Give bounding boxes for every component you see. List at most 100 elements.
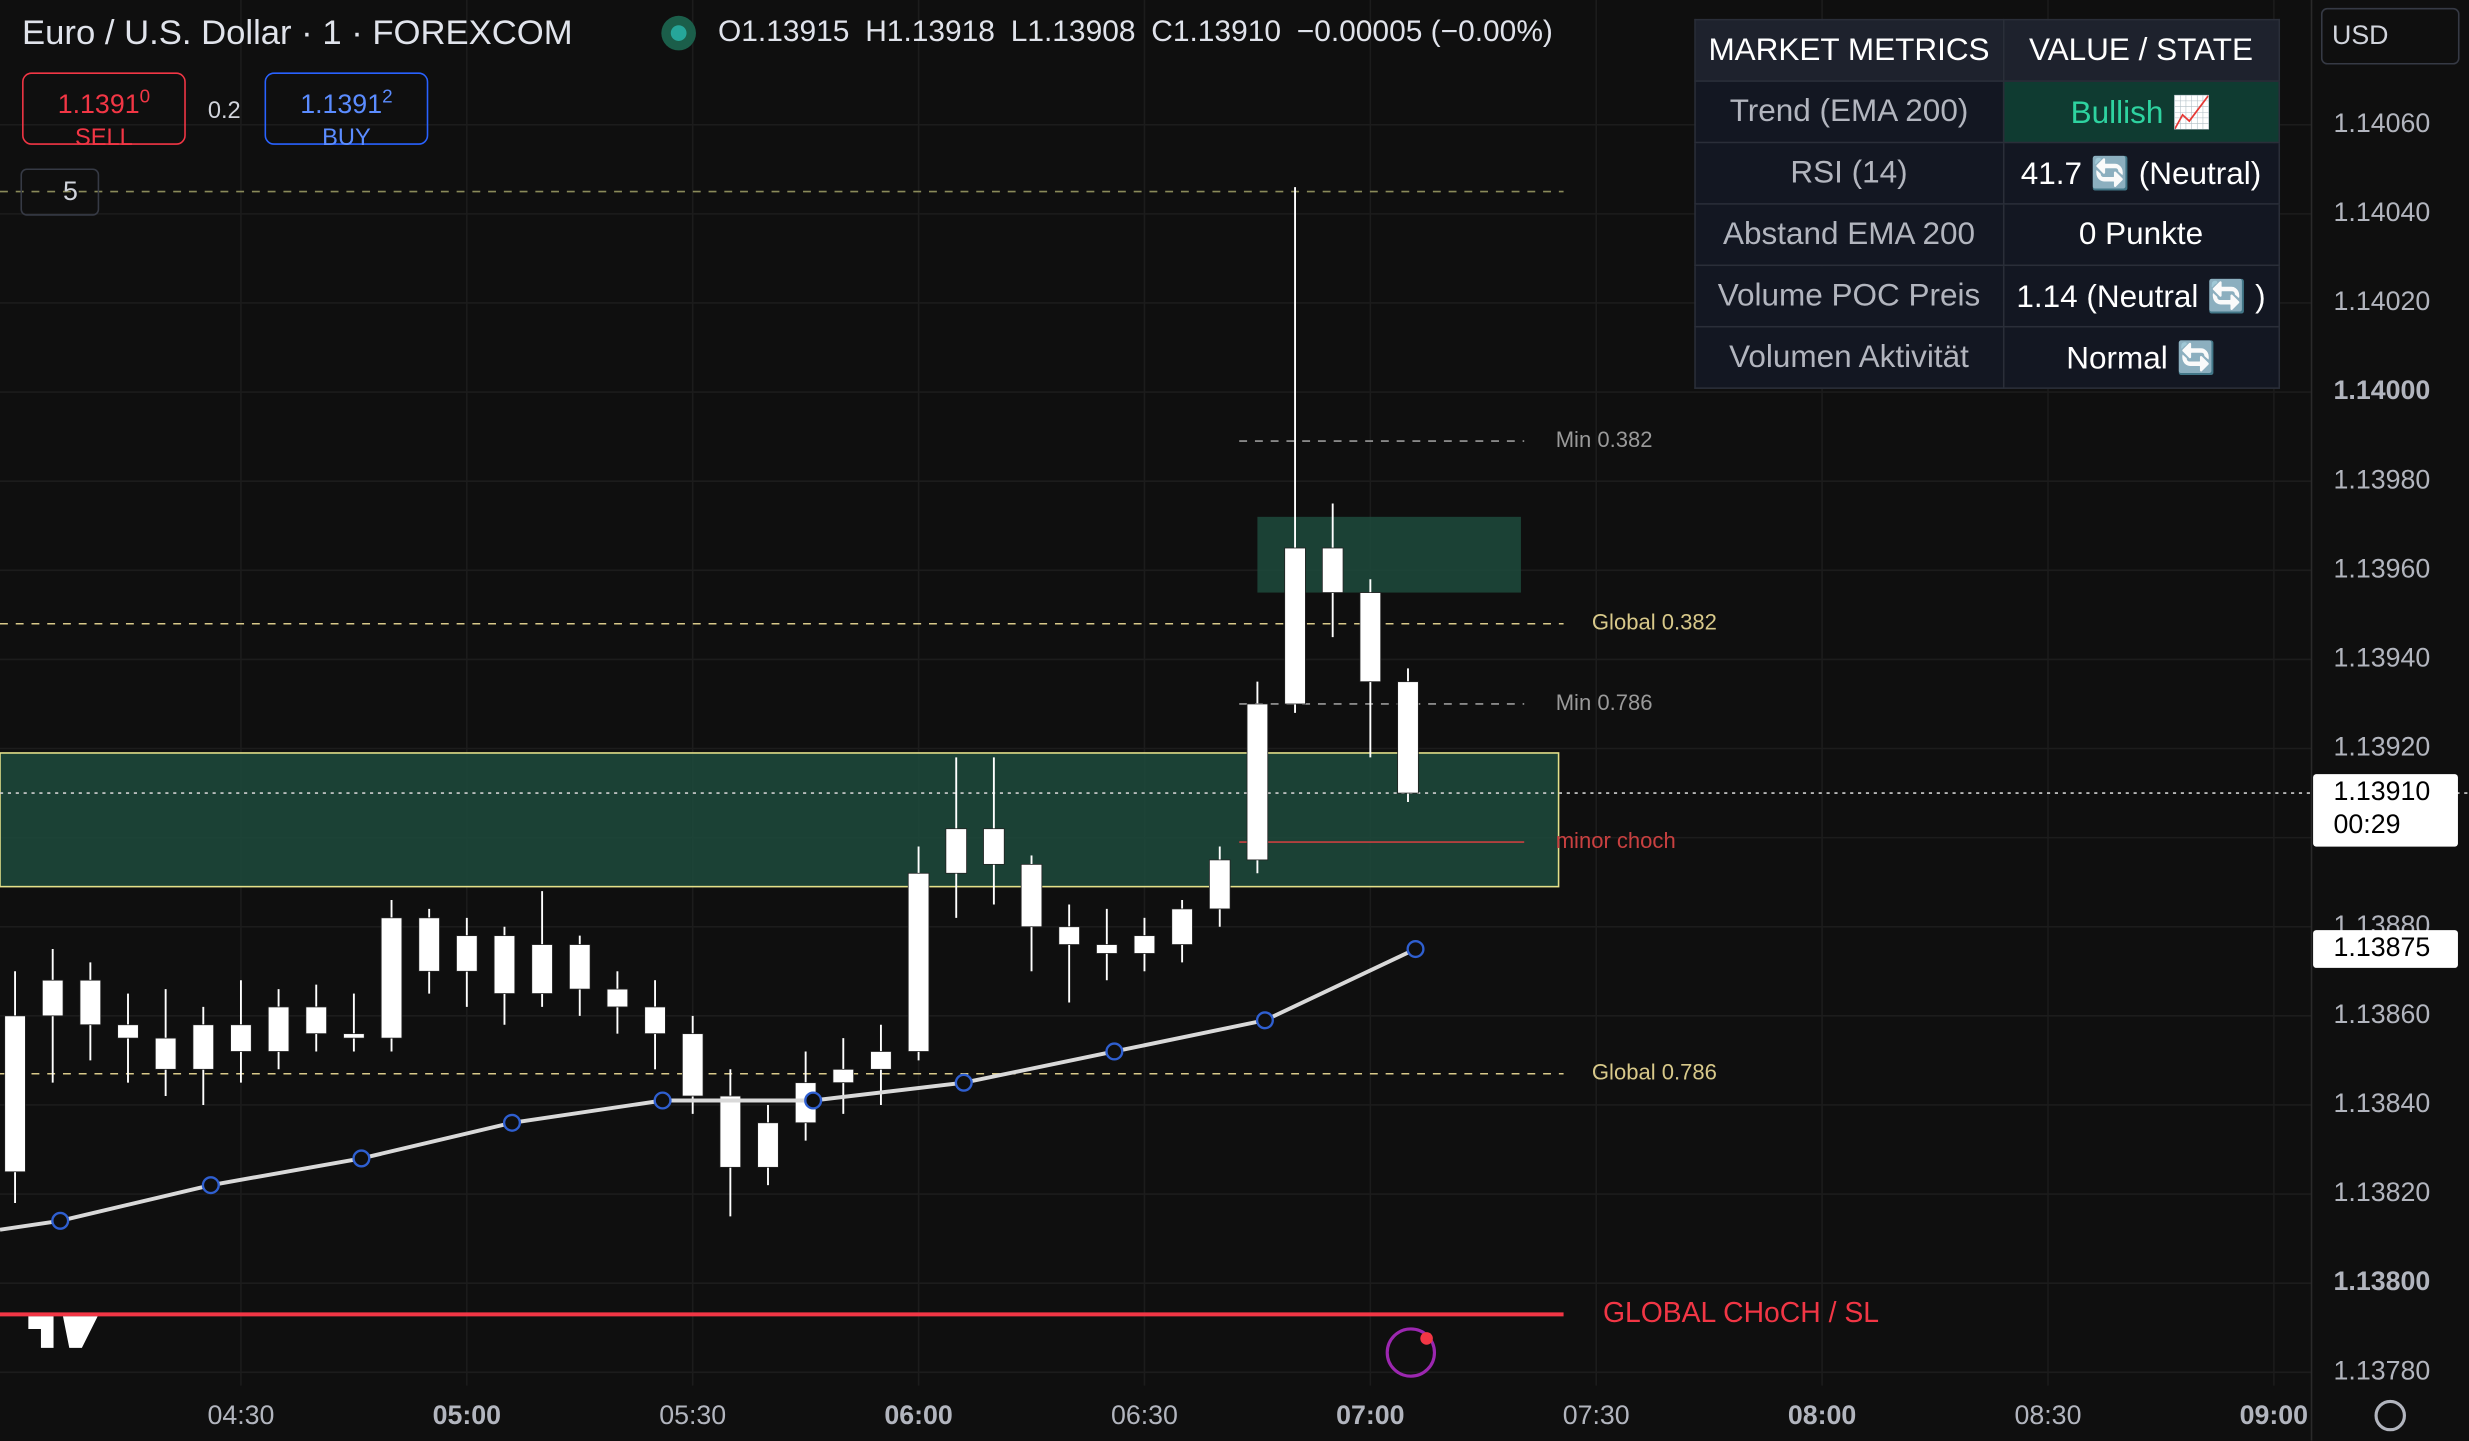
ohlc: O1.13915 H1.13918 L1.13908 C1.13910 −0.00005… (718, 16, 1553, 51)
y-tick-label: 1.13780 (2334, 1355, 2431, 1385)
table-row: RSI (14) 41.7 🔄 (Neutral) (1694, 141, 2280, 205)
buy-price: 1.1391 (300, 89, 383, 120)
header-cell: VALUE / STATE (2002, 18, 2280, 82)
price-label-box (2313, 930, 2458, 968)
candle-body (644, 1006, 666, 1035)
price-label-box (2313, 774, 2458, 847)
y-tick-label: 1.13820 (2334, 1177, 2431, 1207)
candle-body (343, 1033, 365, 1039)
candle-body (1321, 547, 1344, 593)
x-tick-label: 06:30 (1111, 1400, 1178, 1430)
indicator-count: 5 (62, 176, 78, 207)
indicators-toggle[interactable]: 5 (20, 168, 100, 216)
ema-marker (804, 1091, 823, 1110)
candle-body (945, 828, 967, 874)
spread: 0.2 (207, 97, 241, 125)
level-label: minor choch (1556, 828, 1676, 853)
y-tick-label: 1.13960 (2334, 553, 2431, 583)
candle-body (983, 828, 1005, 865)
buy-button[interactable]: 1.13912 BUY (264, 72, 429, 151)
x-tick-label: 04:30 (207, 1400, 274, 1430)
candle-body (154, 1037, 177, 1070)
ema-marker (1105, 1042, 1124, 1061)
symbol[interactable]: Euro / U.S. Dollar · 1 · FOREXCOM (22, 12, 573, 52)
candle-body (1209, 859, 1231, 910)
zone (0, 752, 1560, 888)
candle-body (1133, 935, 1156, 954)
table-header: MARKET METRICS VALUE / STATE (1694, 18, 2280, 82)
candle-body (719, 1095, 742, 1168)
candle-body (1397, 681, 1419, 794)
ema-marker (502, 1113, 522, 1132)
level-label: Global 0.786 (1592, 1060, 1717, 1085)
y-tick-label: 1.13840 (2334, 1088, 2431, 1118)
table-row: Trend (EMA 200) Bullish 📈 (1694, 80, 2280, 144)
ema-marker (201, 1176, 220, 1195)
currency: USD (2331, 20, 2389, 51)
candle-body (380, 917, 403, 1039)
table-row: Abstand EMA 200 0 Punkte (1694, 203, 2280, 267)
y-tick-label: 1.13940 (2334, 642, 2431, 672)
sell-pip: 0 (139, 85, 151, 108)
level-label: GLOBAL CHoCH / SL (1603, 1297, 1879, 1329)
value-cell: 41.7 🔄 (Neutral) (2002, 141, 2280, 205)
candle-body (907, 872, 930, 1052)
value-cell: Normal 🔄 (2002, 325, 2280, 389)
y-tick-label: 1.14060 (2334, 108, 2431, 138)
candle-body (1096, 944, 1118, 954)
level-label: Global 0.382 (1592, 610, 1717, 635)
buy-pip: 2 (382, 85, 393, 108)
ema-marker (653, 1091, 672, 1110)
sell-price: 1.1391 (57, 89, 140, 120)
x-tick-label: 05:00 (433, 1400, 501, 1430)
x-tick-label: 06:00 (884, 1400, 952, 1430)
candle-body (1171, 908, 1193, 945)
candle-body (757, 1122, 779, 1168)
candle-body (192, 1024, 215, 1070)
countdown: 00:29 (2334, 809, 2401, 839)
candle-body (1058, 926, 1080, 945)
value-cell: Bullish 📈 (2002, 80, 2280, 144)
ohlc-value: C1.13910 (1151, 15, 1281, 49)
ema-marker (1255, 1011, 1274, 1030)
metrics-table: MARKET METRICS VALUE / STATE Trend (EMA 20… (1694, 18, 2280, 389)
header-cell: MARKET METRICS (1694, 18, 2004, 82)
label-cell: Abstand EMA 200 (1694, 203, 2004, 267)
y-tick-label: 1.14020 (2334, 286, 2431, 316)
x-tick-label: 07:00 (1336, 1400, 1404, 1430)
sell-label: SELL (75, 123, 133, 151)
candle-body (1284, 547, 1306, 705)
ohlc-value: O1.13915 (718, 15, 850, 49)
ema-marker (352, 1149, 371, 1168)
candle-body (79, 979, 102, 1026)
y-tick-label: 1.14040 (2334, 197, 2431, 227)
candle-body (832, 1068, 855, 1084)
candle-body (4, 1015, 26, 1173)
candle-body (569, 944, 591, 990)
y-tick-label: 1.13920 (2334, 732, 2431, 762)
alert-dot (1420, 1332, 1433, 1345)
sell-button[interactable]: 1.13910 SELL (22, 72, 186, 151)
candle-body (230, 1024, 252, 1052)
label-cell: Trend (EMA 200) (1694, 80, 2004, 144)
candle-body (1246, 703, 1269, 861)
ohlc-value: H1.13918 (865, 15, 995, 49)
ohlc-value: L1.13908 (1010, 15, 1136, 49)
currency-select[interactable]: USD (2320, 7, 2460, 65)
candle-body (531, 944, 553, 994)
level-label: Min 0.382 (1556, 427, 1653, 452)
logo-shape (28, 1316, 98, 1348)
settings-icon (2374, 1399, 2406, 1432)
price-label: 1.13910 (2334, 776, 2431, 806)
label-cell: Volumen Aktivität (1694, 325, 2004, 389)
y-tick-label: 1.13980 (2334, 464, 2431, 494)
x-tick-label: 05:30 (659, 1400, 726, 1430)
candle-body (681, 1033, 704, 1097)
candle-body (456, 935, 478, 972)
buy-label: BUY (322, 123, 371, 151)
ema-marker (51, 1211, 70, 1230)
label-cell: RSI (14) (1694, 141, 2004, 205)
table-row: Volume POC Preis 1.14 (Neutral 🔄 ) (1694, 264, 2280, 328)
